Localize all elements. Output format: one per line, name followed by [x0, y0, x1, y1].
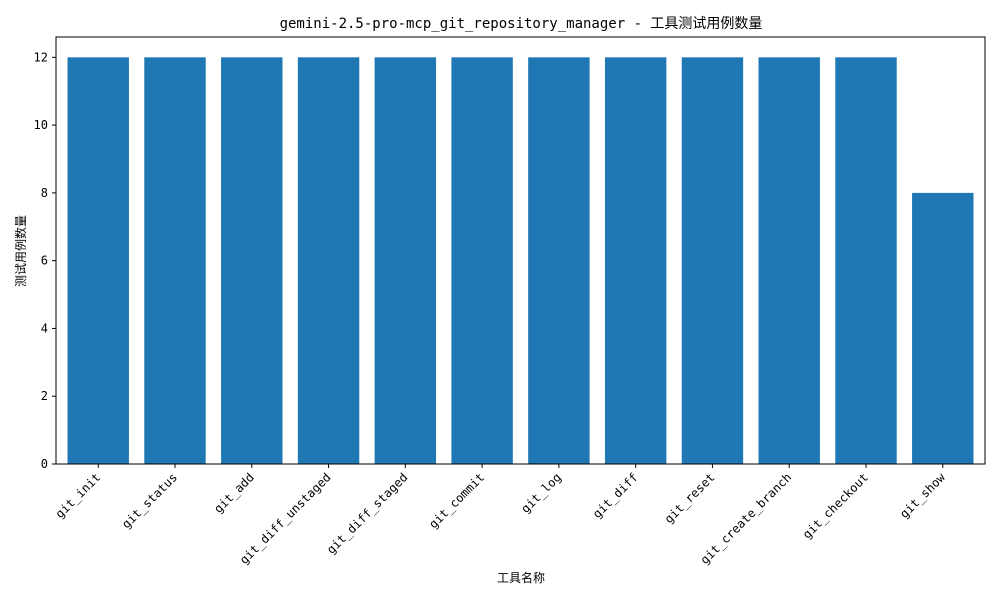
- x-tick-label: git_init: [53, 470, 104, 521]
- y-tick-label: 12: [34, 50, 48, 64]
- x-tick-label: git_status: [119, 470, 180, 531]
- x-tick-label: git_commit: [426, 470, 487, 531]
- bar-git_diff_unstaged: [297, 57, 360, 464]
- bar-git_diff: [604, 57, 667, 464]
- y-tick-label: 0: [41, 457, 48, 471]
- bar-git_status: [144, 57, 206, 464]
- x-tick-label: git_add: [211, 470, 257, 516]
- x-tick-label: git_reset: [662, 470, 718, 526]
- bar-git_init: [67, 57, 129, 464]
- chart-title: gemini-2.5-pro-mcp_git_repository_manage…: [280, 16, 763, 32]
- bar-git_diff_staged: [374, 57, 437, 464]
- x-axis-label: 工具名称: [497, 570, 545, 585]
- bar-git_checkout: [835, 57, 897, 464]
- bar-git_commit: [451, 57, 513, 464]
- y-tick-label: 6: [41, 254, 48, 268]
- x-tick-label: git_checkout: [800, 470, 871, 541]
- bar-git_add: [221, 57, 283, 464]
- bar-git_show: [912, 192, 974, 464]
- x-tick-label: git_log: [518, 470, 564, 516]
- x-tick-label: git_diff: [590, 470, 641, 521]
- bar-git_log: [528, 57, 590, 464]
- plot-frame: [55, 36, 986, 465]
- y-tick-label: 2: [41, 389, 48, 403]
- bars-group: [67, 57, 974, 464]
- y-tick-label: 8: [41, 186, 48, 200]
- x-axis: git_init git_status git_addgit_diff_unstag…: [53, 464, 948, 567]
- x-tick-label: git_show: [897, 470, 948, 521]
- y-axis: 0 2 4 6 8 10 12: [34, 50, 56, 471]
- y-tick-label: 4: [41, 321, 48, 335]
- y-axis-label: 测试用例数量: [13, 215, 28, 287]
- bar-git_reset: [681, 57, 744, 464]
- y-tick-label: 10: [34, 118, 48, 132]
- x-tick-label: git_diff_staged: [324, 470, 411, 557]
- bar-git_create_branch: [758, 57, 820, 464]
